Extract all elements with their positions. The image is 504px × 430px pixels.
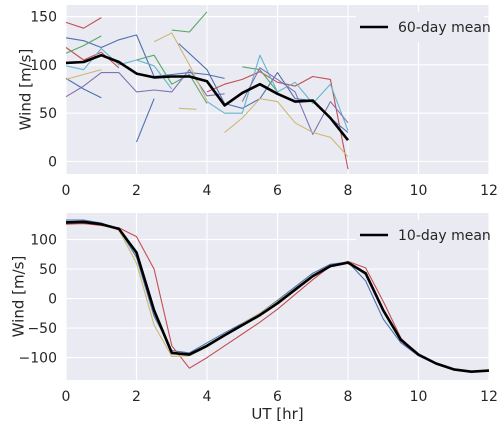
x-tick-label: 0 <box>62 389 71 405</box>
bottom-legend-label: 10-day mean <box>398 228 491 244</box>
daily-series-line <box>206 54 349 131</box>
daily-series-line <box>65 47 120 69</box>
daily-series-line <box>153 32 208 101</box>
x-tick-label: 10 <box>410 389 428 405</box>
top-daily-series <box>65 11 349 170</box>
y-tick-label: 0 <box>48 292 57 308</box>
bottom-legend: 10-day mean <box>356 220 491 250</box>
x-tick-label: 4 <box>203 183 212 199</box>
y-tick-label: 50 <box>39 262 57 278</box>
daily-series-line <box>65 77 102 99</box>
bottom-mean-series <box>65 220 490 374</box>
bottom-y-tick-labels: 100 50 0 −50 −100 <box>19 233 57 367</box>
bottom-grid <box>65 213 490 380</box>
mean-series-line <box>65 53 350 142</box>
x-tick-label: 2 <box>132 183 141 199</box>
y-tick-label: −50 <box>27 321 57 337</box>
bottom-panel: 0 2 4 6 8 10 12 100 50 0 −50 −100 Wind [m/s] UT [h… <box>10 213 498 423</box>
daily-series-line <box>65 69 102 80</box>
top-panel: 0 2 4 6 8 10 12 0 50 100 150 Wind [m/s] 60-day me… <box>17 5 498 199</box>
y-tick-label: 100 <box>30 233 57 249</box>
x-tick-label: 8 <box>344 183 353 199</box>
top-y-axis-label: Wind [m/s] <box>17 49 35 131</box>
y-tick-label: 0 <box>48 154 57 170</box>
daily-series-line <box>65 17 102 29</box>
x-tick-label: 8 <box>344 389 353 405</box>
x-tick-label: 0 <box>62 183 71 199</box>
x-tick-label: 12 <box>480 389 498 405</box>
daily-series-line <box>241 67 349 135</box>
mean-series-line <box>65 220 490 374</box>
daily-series-line <box>135 98 155 143</box>
daily-series-line <box>136 54 208 104</box>
daily-series-line <box>65 35 102 54</box>
x-tick-label: 12 <box>480 183 498 199</box>
daily-series-line <box>178 107 197 110</box>
top-legend-box <box>356 12 484 42</box>
y-tick-label: 50 <box>39 106 57 122</box>
daily-series-line <box>242 66 278 93</box>
x-tick-label: 10 <box>410 183 428 199</box>
bottom-y-axis-label: Wind [m/s] <box>10 256 28 338</box>
x-tick-label: 6 <box>273 389 282 405</box>
top-mean-series <box>65 53 350 142</box>
daily-series-line <box>224 98 349 157</box>
top-legend-label: 60-day mean <box>398 20 491 36</box>
daily-series-line <box>65 47 173 90</box>
top-x-tick-labels: 0 2 4 6 8 10 12 <box>62 183 498 199</box>
x-tick-label: 4 <box>203 389 212 405</box>
bottom-x-tick-labels: 0 2 4 6 8 10 12 <box>62 389 498 405</box>
x-tick-label: 6 <box>273 183 282 199</box>
daily-series-line <box>206 71 349 170</box>
top-legend: 60-day mean <box>356 12 491 42</box>
x-tick-label: 2 <box>132 389 141 405</box>
top-y-tick-labels: 0 50 100 150 <box>30 10 57 171</box>
y-tick-label: 100 <box>30 58 57 74</box>
bottom-x-axis-label: UT [hr] <box>251 405 303 423</box>
bottom-legend-box <box>356 220 484 250</box>
y-tick-label: 150 <box>30 10 57 26</box>
daily-series-line <box>171 11 208 33</box>
y-tick-label: −100 <box>19 351 57 367</box>
daily-series-line <box>65 34 225 79</box>
